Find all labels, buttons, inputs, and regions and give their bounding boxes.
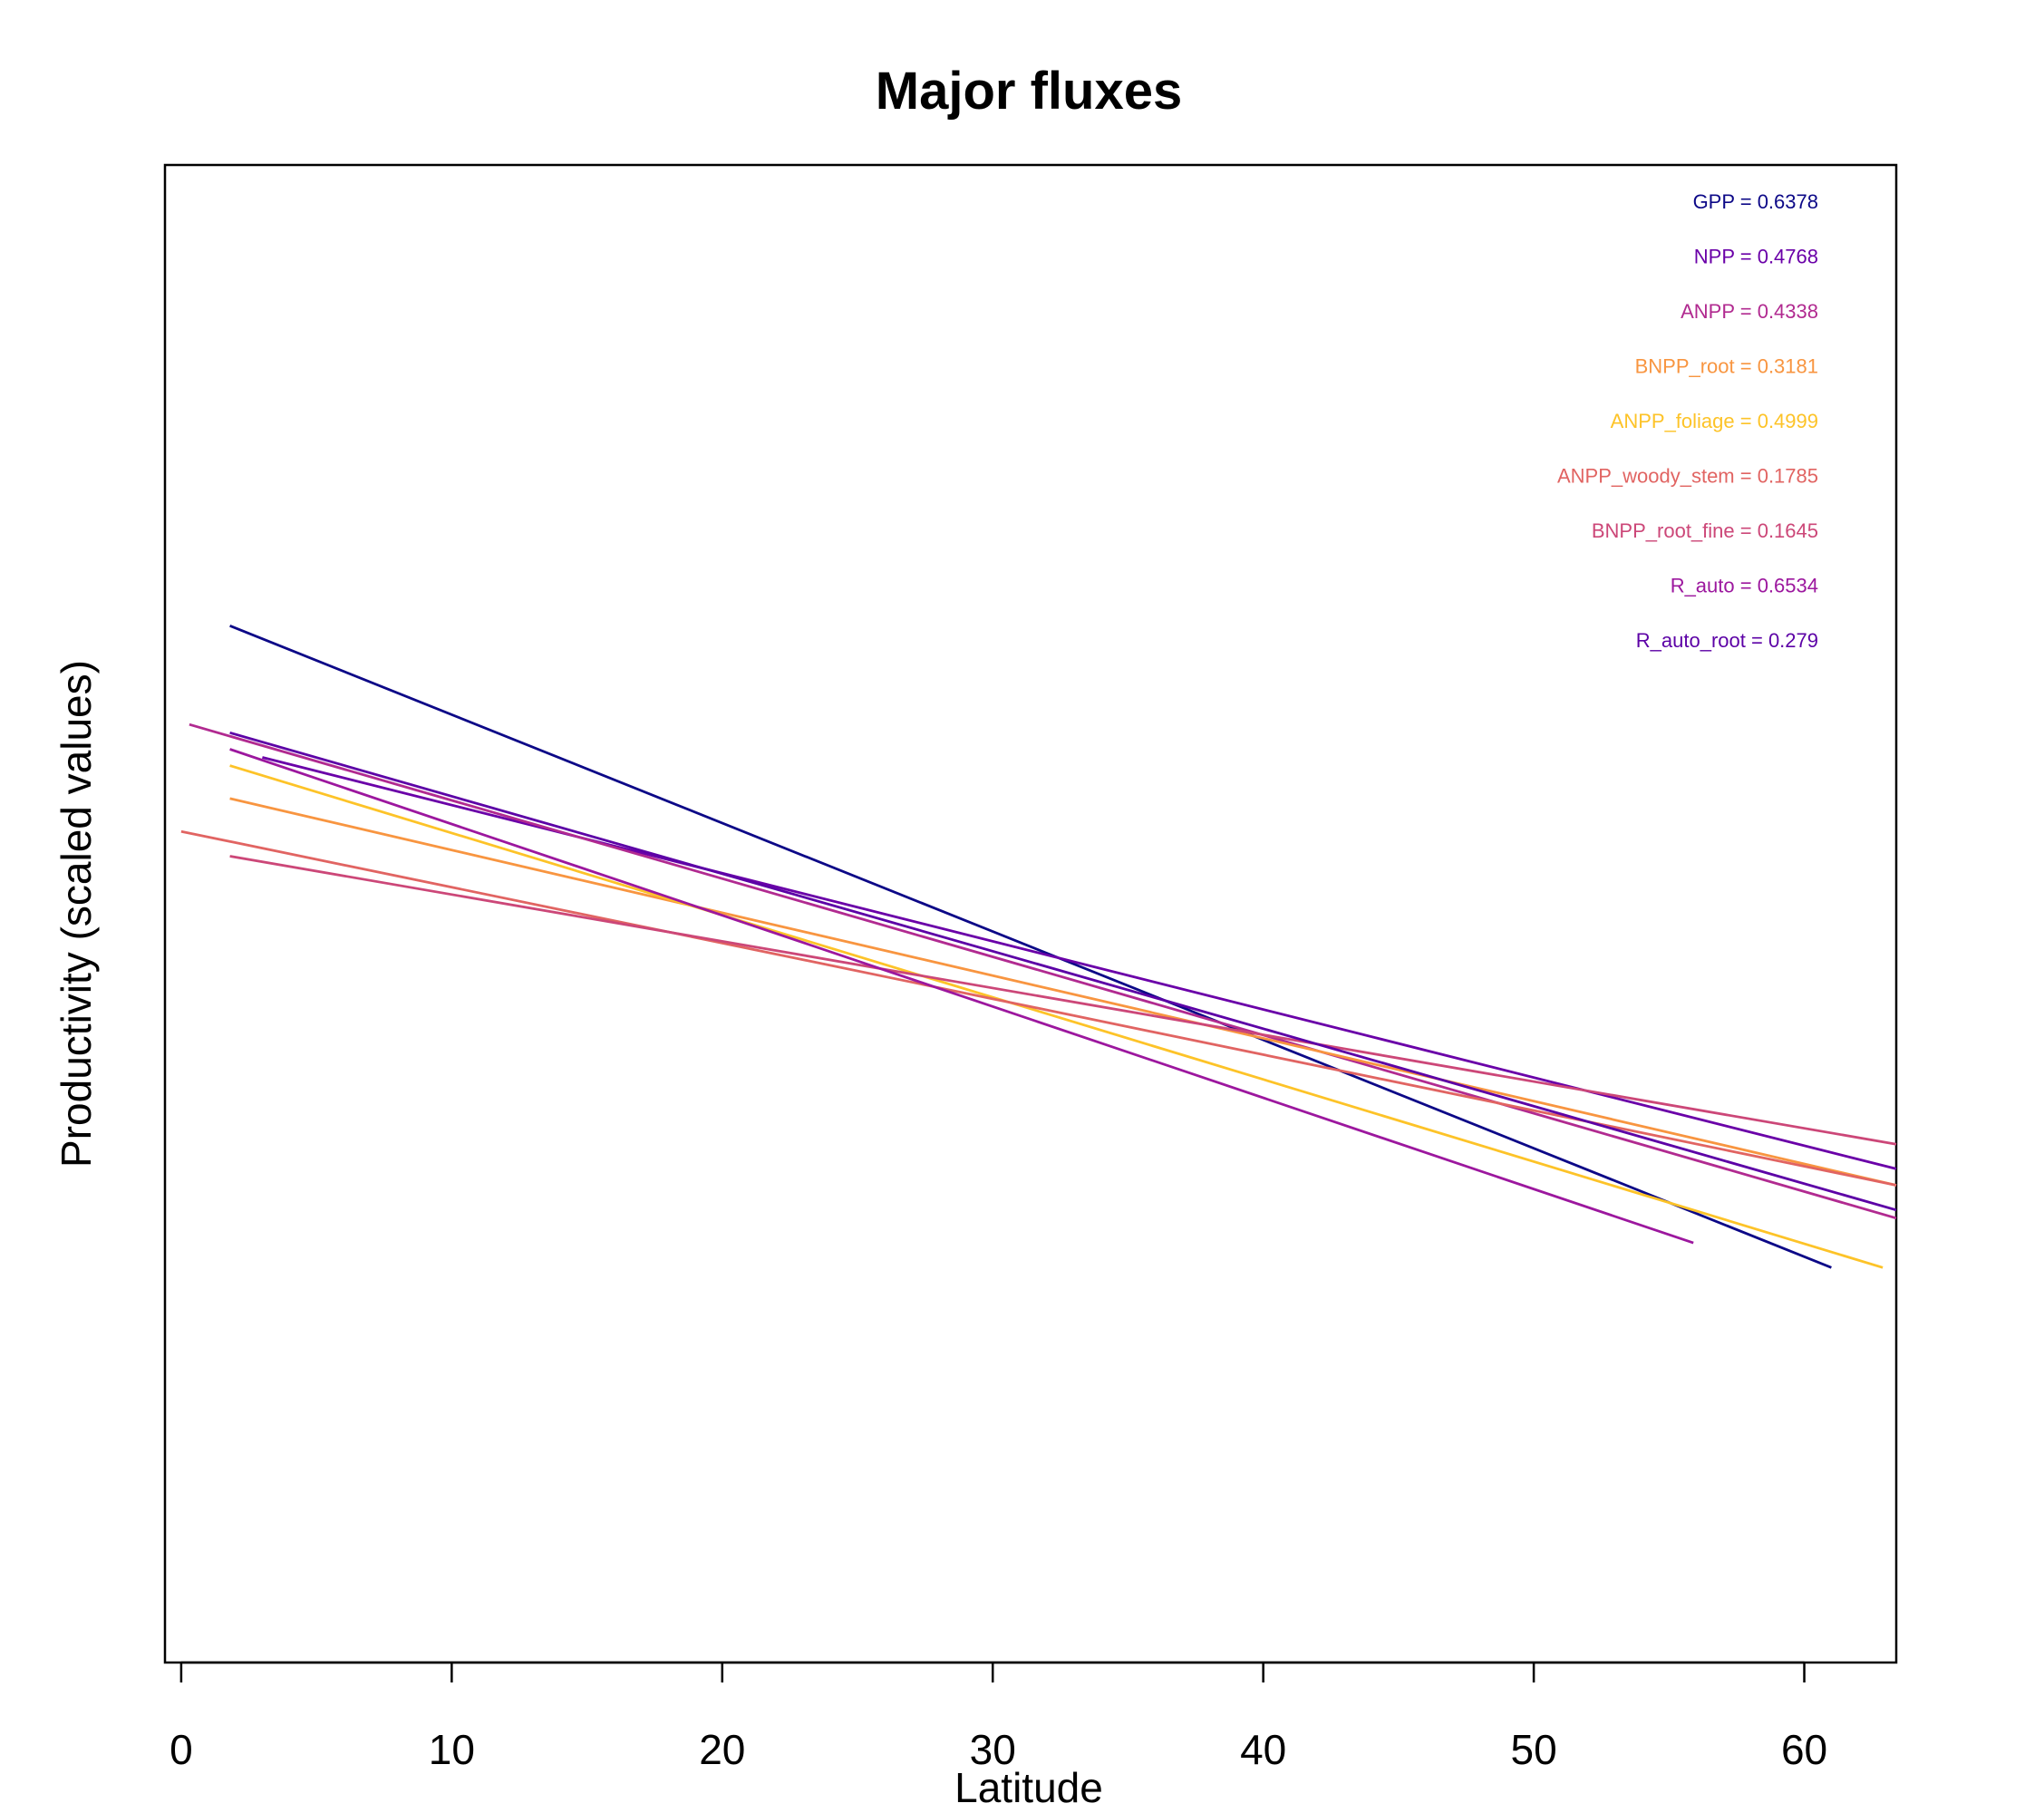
x-axis-label: Latitude (954, 1764, 1103, 1811)
legend-entry-gpp: GPP = 0.6378 (1693, 190, 1818, 213)
series-line-anpp (189, 722, 1897, 1220)
legend-entry-anpp: ANPP = 0.4338 (1681, 300, 1818, 323)
series-line-anpp-foliage (229, 764, 1884, 1269)
legend-entry-r-auto: R_auto = 0.6534 (1671, 575, 1818, 597)
legend: GPP = 0.6378 NPP = 0.4768 ANPP = 0.4338 BNP… (1557, 190, 1818, 652)
x-tick-label: 10 (429, 1726, 475, 1773)
x-tick-label: 20 (699, 1726, 745, 1773)
x-tick-label: 60 (1781, 1726, 1827, 1773)
series-line-npp (262, 756, 1897, 1170)
series-layer (180, 625, 1897, 1269)
series-line-bnpp-root (229, 797, 1897, 1187)
legend-entry-npp: NPP = 0.4768 (1694, 246, 1818, 268)
y-axis-label: Productivity (scaled values) (53, 660, 100, 1168)
legend-entry-anpp-woody-stem: ANPP_woody_stem = 0.1785 (1557, 465, 1818, 488)
legend-entry-r-auto-root: R_auto_root = 0.279 (1636, 629, 1818, 652)
chart-title: Major fluxes (876, 62, 1182, 121)
series-line-r-auto-root (229, 731, 1897, 1212)
x-tick-label: 40 (1240, 1726, 1286, 1773)
x-tick-label: 50 (1511, 1726, 1557, 1773)
legend-entry-anpp-foliage: ANPP_foliage = 0.4999 (1611, 410, 1818, 432)
plot-frame (163, 163, 1898, 1664)
legend-entry-bnpp-root-fine: BNPP_root_fine = 0.1645 (1592, 519, 1818, 542)
x-tick-label: 0 (170, 1726, 193, 1773)
x-axis: 0 10 20 30 40 50 60 (170, 1661, 1827, 1773)
series-line-anpp-woody-stem (180, 829, 1897, 1187)
x-tick-label: 30 (970, 1726, 1016, 1773)
series-line-bnpp-root-fine (229, 855, 1897, 1146)
legend-entry-bnpp-root: BNPP_root = 0.3181 (1635, 355, 1818, 378)
series-line-r-auto (229, 748, 1694, 1245)
series-line-gpp (229, 625, 1832, 1269)
